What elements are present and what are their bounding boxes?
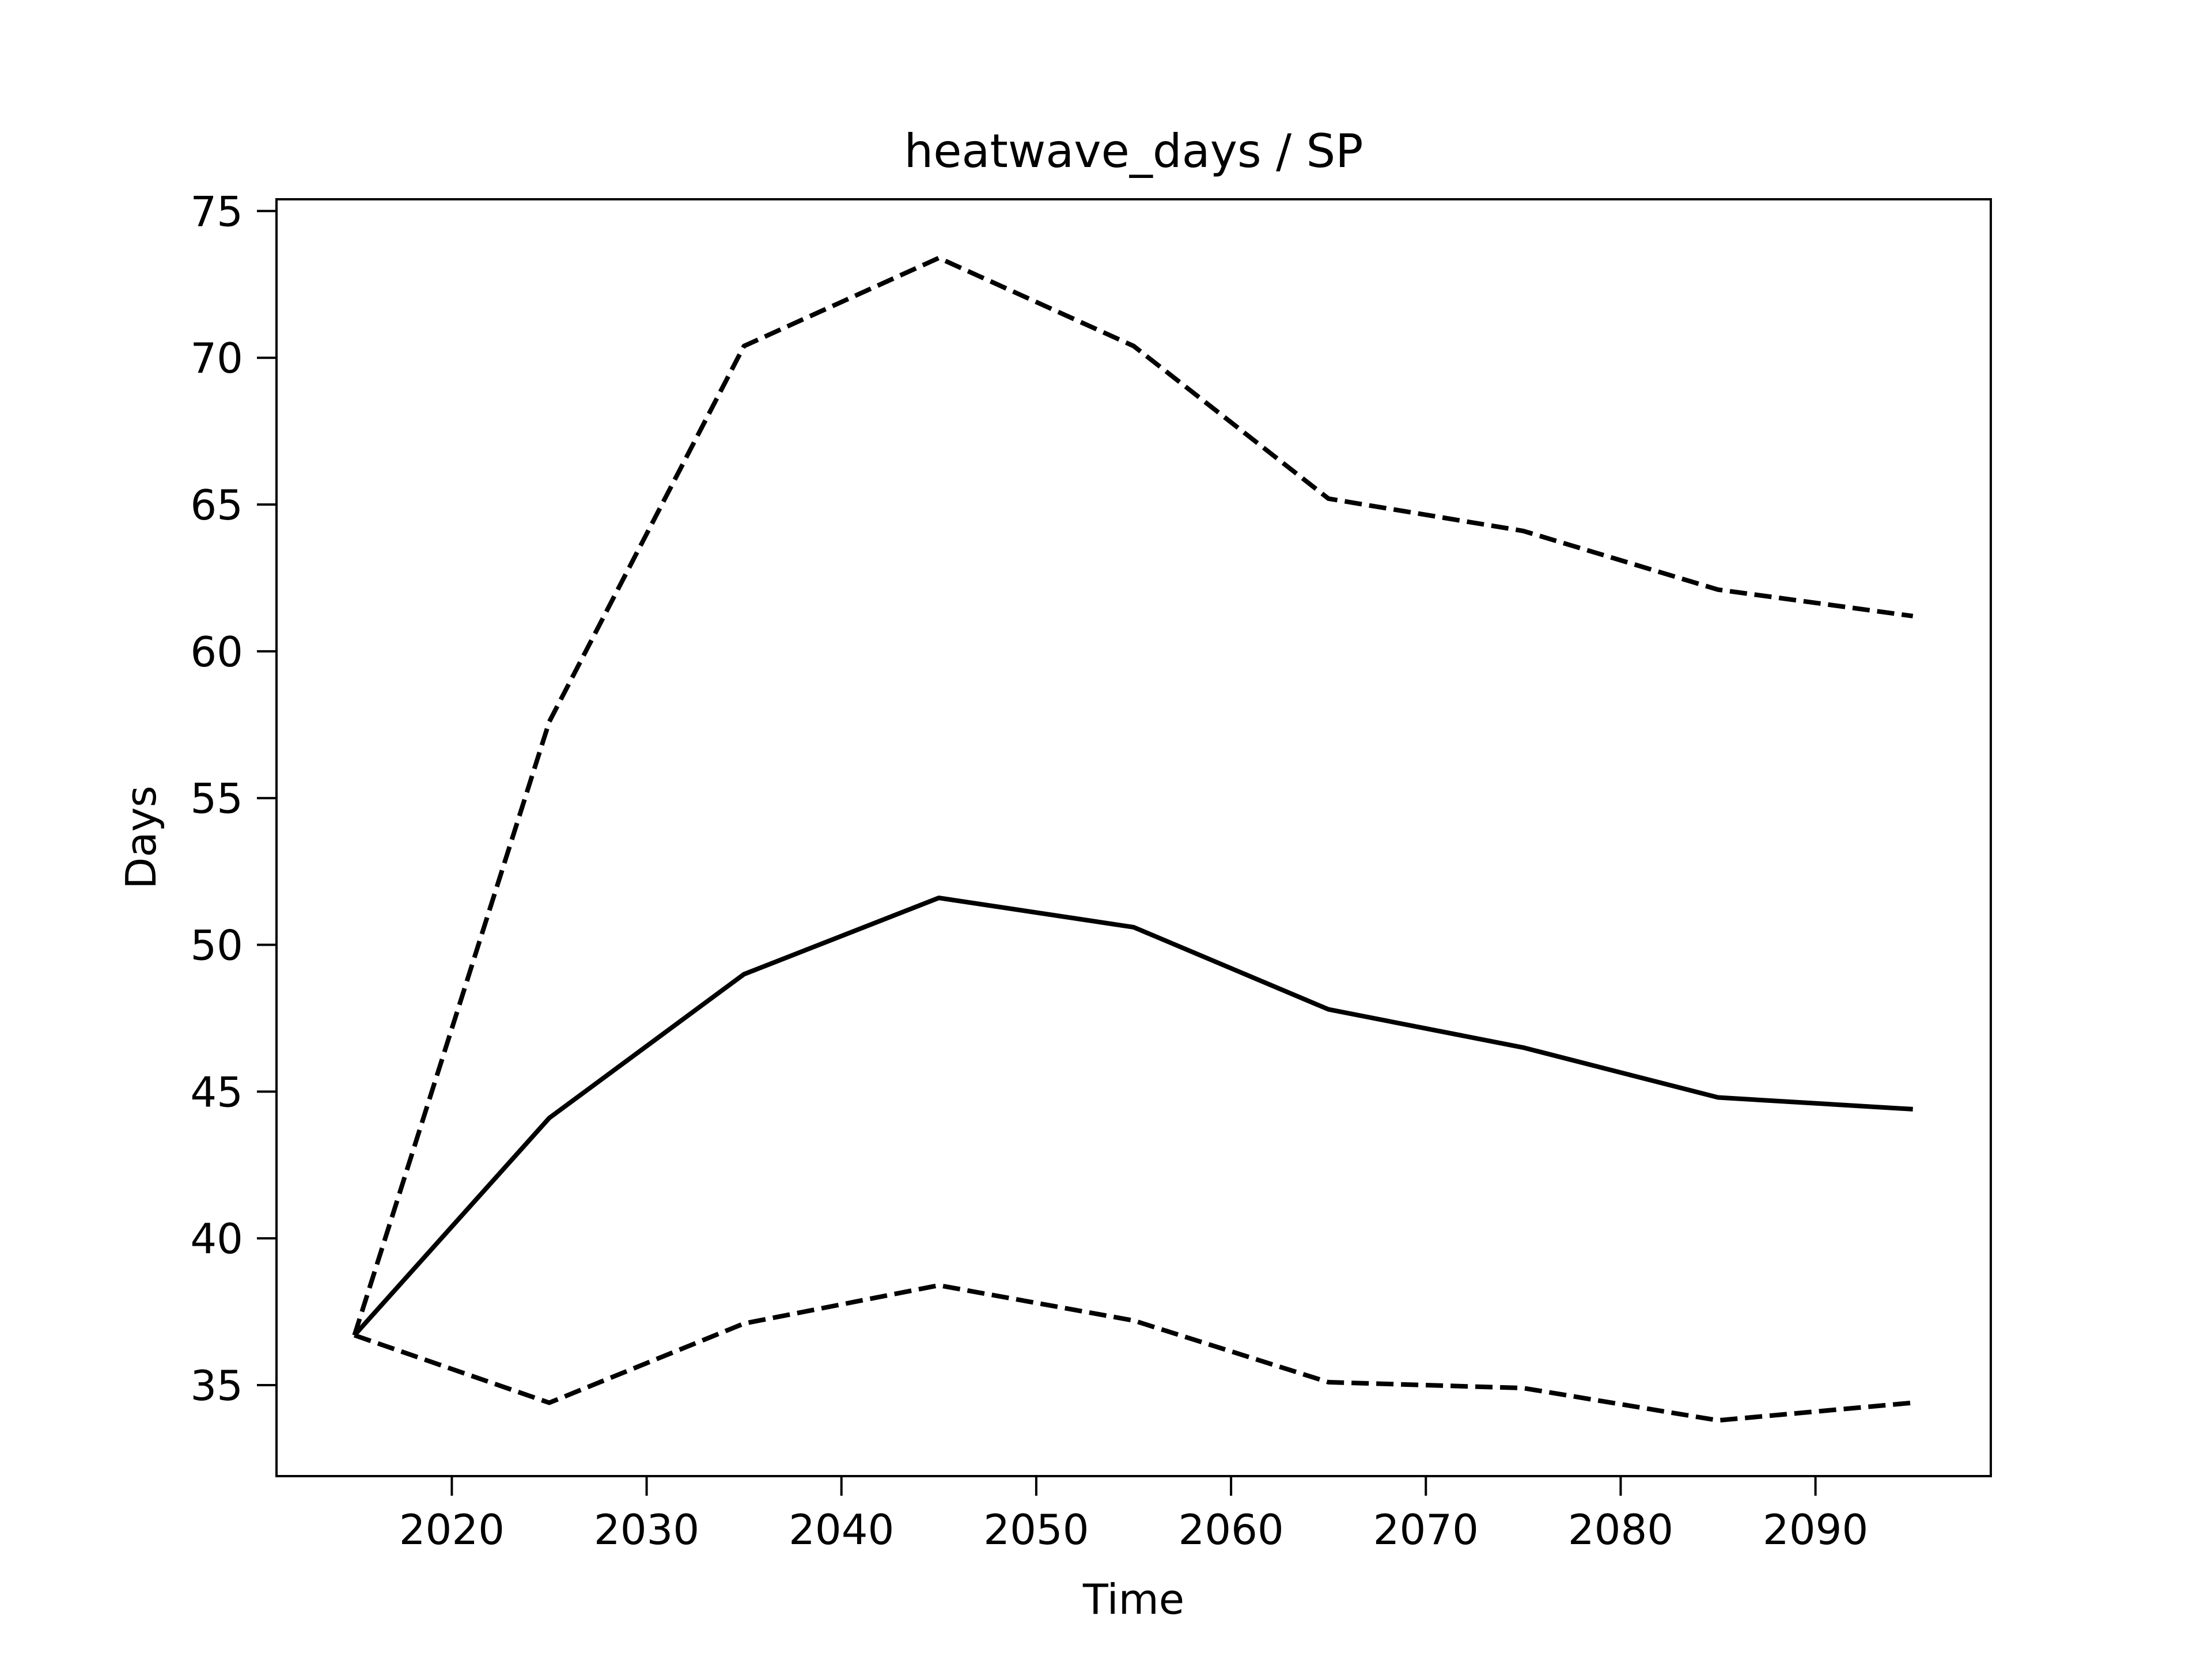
x-tick-label: 2060 — [1178, 1505, 1283, 1554]
y-tick-label: 60 — [190, 628, 243, 676]
x-tick-label: 2040 — [789, 1505, 894, 1554]
dashed-series-line-2 — [353, 1283, 1914, 1423]
x-axis-ticks: 2020 2030 2040 2050 2060 2070 2080 2090 — [399, 1476, 1868, 1554]
x-tick-label: 2070 — [1373, 1505, 1479, 1554]
y-tick-label: 35 — [190, 1362, 243, 1410]
y-tick-label: 75 — [190, 187, 243, 236]
y-tick-label: 50 — [190, 921, 243, 970]
solid-series-line-1 — [353, 896, 1913, 1337]
y-axis-ticks: 35 40 45 50 55 60 65 70 75 — [190, 187, 276, 1410]
x-tick-label: 2080 — [1568, 1505, 1673, 1554]
plot-frame — [275, 198, 1992, 1477]
y-tick-label: 70 — [190, 334, 243, 382]
x-tick-label: 2050 — [983, 1505, 1089, 1554]
series-layer — [352, 255, 1914, 1423]
y-tick-label: 40 — [190, 1215, 243, 1263]
x-axis-label: Time — [1082, 1575, 1184, 1624]
x-tick-label: 2030 — [594, 1505, 699, 1554]
y-axis-label: Days — [117, 786, 165, 889]
chart-title: heatwave_days / SP — [904, 124, 1363, 178]
y-tick-label: 45 — [190, 1068, 243, 1116]
y-tick-label: 65 — [190, 481, 243, 529]
dashed-series-line-0 — [352, 255, 1914, 1336]
y-tick-label: 55 — [190, 775, 243, 823]
x-tick-label: 2020 — [399, 1505, 505, 1554]
x-tick-label: 2090 — [1763, 1505, 1868, 1554]
